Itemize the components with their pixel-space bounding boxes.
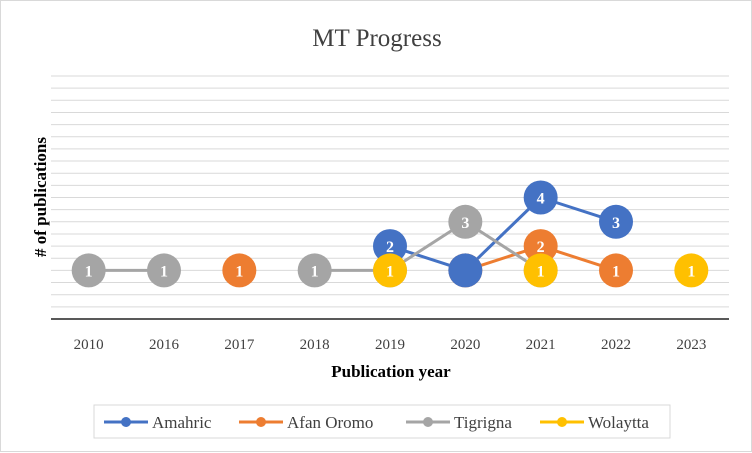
data-label: 2	[537, 239, 545, 256]
legend-item-wolaytta: Wolaytta	[540, 413, 649, 432]
x-tick-label: 2016	[149, 337, 180, 353]
data-point-amahric	[599, 204, 633, 239]
legend-swatch-marker	[256, 417, 266, 427]
data-point-amahric	[448, 253, 483, 288]
data-label: 3	[461, 215, 469, 232]
data-point-afan-oromo	[523, 229, 558, 264]
x-axis-title: Publication year	[331, 362, 451, 381]
x-tick-label: 2017	[224, 337, 255, 353]
legend-item-tigrigna: Tigrigna	[406, 413, 512, 432]
legend-swatch-marker	[121, 417, 131, 427]
data-label: 3	[612, 215, 620, 232]
legend-swatch-marker	[423, 417, 433, 427]
data-point-tigrigna	[448, 204, 483, 239]
data-label: 1	[311, 263, 319, 280]
series-line-amahric	[463, 196, 543, 272]
data-label: 4	[537, 191, 545, 208]
legend-label: Afan Oromo	[287, 413, 373, 432]
data-point-wolaytta	[373, 253, 407, 288]
x-tick-label: 2018	[300, 337, 330, 353]
gridlines	[51, 75, 729, 308]
x-axis: 2010 2016 2017 2018 2019 2020 2021 2022 2023	[51, 318, 729, 353]
data-point-wolaytta	[674, 253, 709, 288]
data-point-amahric	[523, 180, 558, 215]
legend: Amahric Afan Oromo Tigrigna Wolaytta	[93, 404, 671, 439]
data-point-tigrigna	[297, 253, 332, 288]
x-tick-label: 2010	[74, 337, 104, 353]
x-tick-label: 2021	[526, 337, 556, 353]
data-label: 1	[85, 263, 93, 280]
legend-item-amahric: Amahric	[104, 413, 212, 432]
data-label: 1	[235, 263, 243, 280]
x-tick-label: 2019	[375, 337, 405, 353]
legend-item-afan-oromo: Afan Oromo	[239, 413, 373, 432]
data-label: 1	[687, 263, 695, 280]
data-label: 2	[386, 239, 394, 256]
data-point-tigrigna	[147, 253, 181, 288]
data-point-afan-oromo	[222, 253, 257, 288]
data-label: 1	[160, 263, 168, 280]
legend-label: Amahric	[152, 413, 212, 432]
data-label: 1	[537, 263, 545, 280]
x-tick-label: 2022	[601, 337, 631, 353]
y-axis-title: # of publications	[31, 137, 50, 257]
data-label: 1	[612, 263, 620, 280]
x-tick-label: 2023	[676, 337, 706, 353]
data-point-tigrigna	[71, 253, 106, 288]
data-point-amahric	[373, 229, 407, 264]
x-tick-label: 2020	[450, 337, 480, 353]
chart-title: MT Progress	[312, 25, 441, 52]
data-point-afan-oromo	[599, 253, 633, 288]
legend-label: Wolaytta	[588, 413, 649, 432]
data-label: 1	[386, 263, 394, 280]
data-points: 11131121243111	[71, 180, 709, 288]
legend-label: Tigrigna	[454, 413, 512, 432]
legend-swatch-marker	[557, 417, 567, 427]
data-point-wolaytta	[523, 253, 558, 288]
